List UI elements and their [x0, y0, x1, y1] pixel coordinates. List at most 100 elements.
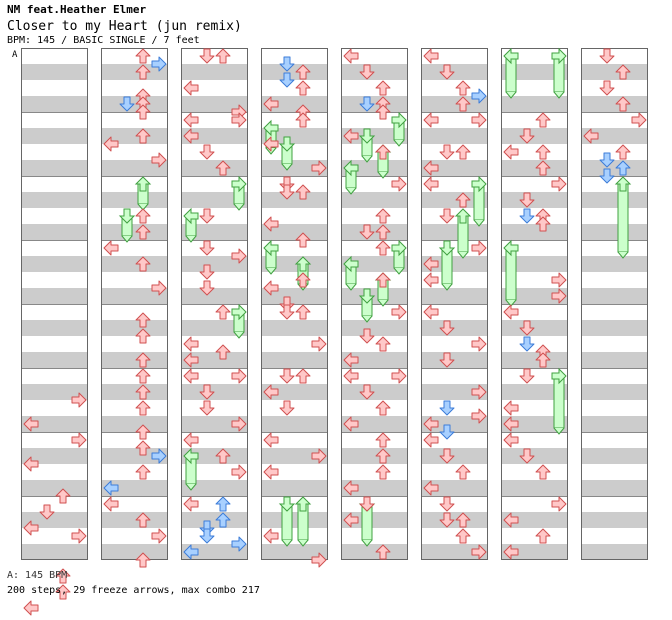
arrow-left-icon [23, 456, 39, 472]
freeze-arrow-tail [473, 219, 485, 227]
arrow-left-icon [263, 216, 279, 232]
arrow-left-icon [183, 128, 199, 144]
beat-stripe [21, 384, 88, 400]
column-border [101, 48, 168, 560]
arrow-down-icon [519, 192, 535, 208]
freeze-arrow-tail [121, 235, 133, 243]
freeze-arrow-tail [185, 235, 197, 243]
arrow-down-icon [599, 152, 615, 168]
chart-summary: 200 steps, 29 freeze arrows, max combo 2… [7, 585, 260, 596]
freeze-arrow-head [391, 111, 407, 129]
arrow-right-icon [311, 552, 327, 568]
beat-stripe [21, 288, 88, 304]
arrow-up-icon [215, 344, 231, 360]
beat-stripe [181, 320, 248, 336]
beat-stripe [421, 416, 488, 432]
arrow-down-icon [359, 64, 375, 80]
arrow-down-icon [439, 352, 455, 368]
beat-stripe [501, 224, 568, 240]
arrow-left-icon [183, 544, 199, 560]
arrow-down-icon [439, 320, 455, 336]
beat-stripe [421, 544, 488, 560]
arrow-up-icon [135, 464, 151, 480]
beat-stripe [101, 512, 168, 528]
arrow-left-icon [423, 112, 439, 128]
arrow-up-icon [135, 48, 151, 64]
arrow-right-icon [231, 536, 247, 552]
arrow-up-icon [215, 496, 231, 512]
arrow-up-icon [375, 336, 391, 352]
chart-info: BPM: 145 / BASIC SINGLE / 7 feet [7, 35, 200, 46]
beat-stripe [21, 480, 88, 496]
arrow-left-icon [183, 432, 199, 448]
arrow-up-icon [375, 240, 391, 256]
beat-stripe [21, 256, 88, 272]
arrow-left-icon [423, 48, 439, 64]
arrow-down-icon [199, 400, 215, 416]
arrow-left-icon [263, 384, 279, 400]
arrow-down-icon [199, 208, 215, 224]
arrow-up-icon [535, 144, 551, 160]
arrow-up-icon [135, 328, 151, 344]
beat-stripe [501, 64, 568, 80]
arrow-up-icon [455, 512, 471, 528]
beat-stripe [101, 224, 168, 240]
arrow-up-icon [215, 448, 231, 464]
freeze-arrow-head [503, 47, 519, 65]
arrow-left-icon [423, 432, 439, 448]
arrow-down-icon [359, 224, 375, 240]
arrow-down-icon [39, 504, 55, 520]
arrow-left-icon [423, 304, 439, 320]
arrow-down-icon [119, 96, 135, 112]
beat-stripe [581, 448, 648, 464]
arrow-left-icon [343, 128, 359, 144]
arrow-down-icon [199, 264, 215, 280]
freeze-arrow-head [614, 176, 632, 192]
arrow-down-icon [599, 168, 615, 184]
beat-stripe [581, 544, 648, 560]
arrow-up-icon [135, 128, 151, 144]
freeze-arrow-tail [233, 331, 245, 339]
beat-stripe [181, 64, 248, 80]
arrow-right-icon [231, 248, 247, 264]
freeze-arrow-tail [281, 163, 293, 171]
beat-stripe [261, 544, 328, 560]
beat-stripe [101, 160, 168, 176]
arrow-up-icon [295, 368, 311, 384]
arrow-up-icon [295, 64, 311, 80]
beat-stripe [261, 192, 328, 208]
arrow-up-icon [455, 192, 471, 208]
chart-column-4 [261, 48, 328, 568]
arrow-right-icon [471, 384, 487, 400]
arrow-up-icon [215, 512, 231, 528]
arrow-up-icon [135, 512, 151, 528]
arrow-up-icon [215, 48, 231, 64]
arrow-up-icon [535, 112, 551, 128]
beat-stripe [501, 96, 568, 112]
beat-stripe [261, 512, 328, 528]
arrow-right-icon [471, 88, 487, 104]
arrow-up-icon [375, 448, 391, 464]
beat-stripe [101, 480, 168, 496]
arrow-up-icon [135, 64, 151, 80]
beat-stripe [501, 384, 568, 400]
arrow-up-icon [215, 304, 231, 320]
beat-stripe [261, 448, 328, 464]
arrow-up-icon [55, 488, 71, 504]
freeze-arrow-tail [185, 483, 197, 491]
arrow-right-icon [231, 112, 247, 128]
arrow-up-icon [135, 104, 151, 120]
arrow-right-icon [311, 448, 327, 464]
arrow-right-icon [471, 408, 487, 424]
column-border [421, 48, 488, 560]
freeze-arrow-head [278, 496, 296, 512]
beat-stripe [101, 416, 168, 432]
beat-stripe [501, 480, 568, 496]
arrow-right-icon [391, 176, 407, 192]
freeze-arrow-head [183, 207, 199, 225]
arrow-left-icon [183, 368, 199, 384]
beat-stripe [21, 128, 88, 144]
beat-stripe [581, 96, 648, 112]
beat-stripe [181, 512, 248, 528]
arrow-left-icon [503, 400, 519, 416]
